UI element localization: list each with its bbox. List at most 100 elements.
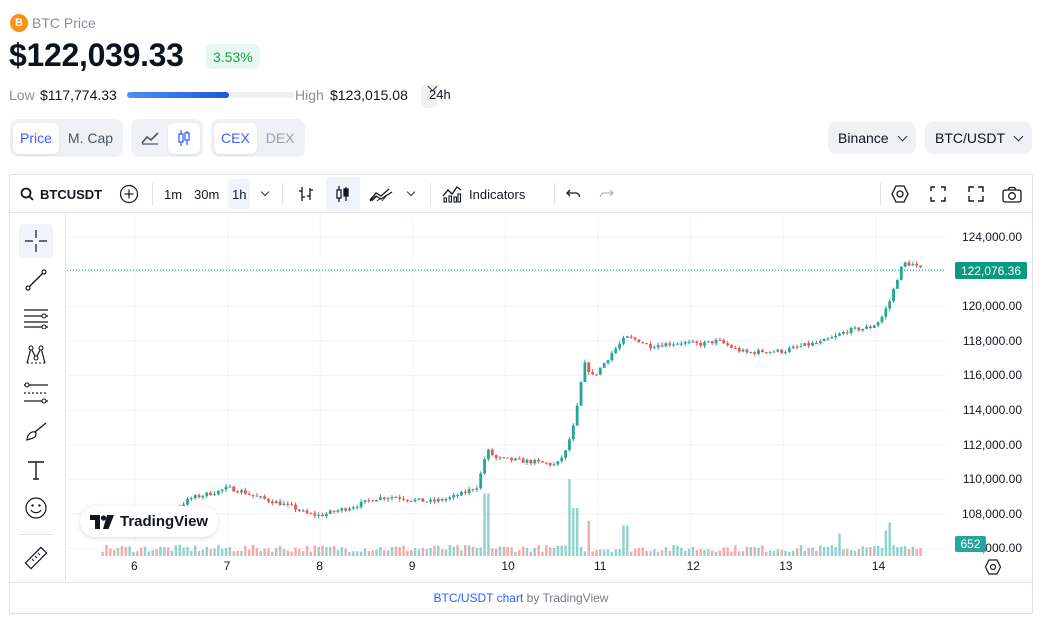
volume-bar — [178, 544, 181, 556]
volume-bar — [876, 545, 880, 556]
volume-bar — [313, 545, 316, 556]
indicators-button[interactable]: Indicators — [442, 175, 525, 213]
volume-bar — [475, 547, 479, 556]
candle-body — [224, 486, 228, 490]
chart-type-dropdown[interactable] — [404, 175, 418, 213]
candle-body — [896, 279, 899, 289]
volume-bar — [479, 547, 482, 556]
bar-style-icon[interactable] — [294, 175, 318, 213]
candle-body — [622, 337, 625, 344]
market-tabs: CEX DEX — [211, 119, 305, 157]
volume-bar — [421, 547, 425, 556]
interval-1m[interactable]: 1m — [164, 186, 183, 202]
candle-body — [625, 336, 629, 338]
volume-bar — [440, 549, 444, 556]
ruler-icon[interactable] — [19, 541, 53, 575]
volume-bar — [788, 551, 791, 556]
candle-body — [714, 339, 718, 344]
candle-body — [294, 504, 297, 510]
period-dropdown[interactable]: 24h — [421, 81, 451, 108]
volume-bar — [359, 551, 363, 556]
candle-body — [452, 495, 456, 498]
volume-bar — [186, 546, 189, 556]
candlestick-icon[interactable] — [168, 122, 200, 154]
candle-body — [548, 463, 552, 466]
candle-body — [278, 501, 282, 506]
chart-link[interactable]: BTC/USDT chart — [433, 591, 524, 605]
time-tick-label: 13 — [779, 559, 793, 573]
symbol-search[interactable]: BTCUSDT — [20, 175, 102, 213]
add-symbol-icon — [119, 184, 139, 204]
volume-bar — [869, 547, 872, 556]
pair-select[interactable]: BTC/USDT — [925, 122, 1032, 154]
line-chart-icon[interactable] — [134, 123, 166, 154]
volume-bar — [213, 548, 216, 556]
fullscreen-icon[interactable] — [926, 175, 950, 213]
expand-icon[interactable] — [964, 175, 988, 213]
volume-bar — [529, 551, 533, 556]
interval-1h[interactable]: 1h — [228, 179, 251, 209]
candle-body — [421, 498, 425, 502]
price-tick-label: 108,000.00 — [961, 506, 1022, 521]
emoji-icon[interactable] — [19, 491, 53, 525]
text-icon[interactable] — [19, 453, 53, 487]
pattern-icon[interactable] — [19, 338, 53, 372]
candle-body — [378, 497, 382, 500]
tab-price[interactable]: Price — [13, 122, 59, 154]
volume-bar — [892, 545, 895, 556]
candle-body — [903, 262, 907, 267]
undo-icon[interactable] — [562, 175, 584, 213]
chart-footer: BTC/USDT chart by TradingView — [10, 582, 1032, 613]
candle-body — [444, 498, 448, 501]
volume-bar — [275, 548, 278, 556]
settings-icon[interactable] — [888, 175, 912, 213]
chart-mode-tabs — [131, 119, 203, 157]
trend-line-icon[interactable] — [19, 263, 53, 297]
candle-body — [591, 372, 594, 375]
last-price-label: 122,076.36 — [955, 262, 1027, 279]
volume-bar — [911, 546, 915, 556]
brush-icon[interactable] — [19, 415, 53, 449]
candle-body — [564, 450, 567, 458]
volume-bar — [641, 547, 644, 556]
tradingview-logo[interactable]: TradingView — [80, 506, 219, 537]
volume-bar — [429, 548, 432, 556]
compare-button[interactable] — [117, 175, 141, 213]
tab-market-cap[interactable]: M. Cap — [67, 130, 114, 146]
volume-bar — [707, 549, 710, 556]
candle-body — [787, 348, 791, 352]
horizontal-lines-icon[interactable] — [19, 301, 53, 335]
range-bar-fill — [127, 92, 230, 98]
candle-body — [907, 262, 911, 266]
area-style-icon[interactable] — [368, 175, 394, 213]
camera-icon[interactable] — [1000, 175, 1024, 213]
redo-icon[interactable] — [596, 175, 618, 213]
candle-body — [737, 347, 741, 352]
interval-dropdown[interactable] — [258, 175, 272, 213]
candle-body — [826, 338, 830, 340]
exchange-select[interactable]: Binance — [828, 122, 916, 154]
candle-body — [865, 326, 868, 329]
candle-body — [394, 497, 398, 499]
interval-30m[interactable]: 30m — [194, 186, 220, 202]
volume-bar — [815, 551, 818, 556]
candle-body — [340, 508, 344, 511]
crosshair-icon[interactable] — [19, 224, 53, 258]
volume-bar — [745, 546, 749, 556]
axis-settings-icon[interactable] — [984, 558, 1002, 576]
candle-body — [313, 513, 317, 516]
volume-bar — [467, 545, 471, 556]
volume-bar — [163, 547, 166, 556]
price-change-badge: 3.53% — [206, 44, 260, 69]
volume-bar — [193, 545, 197, 556]
volume-bar — [190, 550, 193, 556]
volume-bar — [683, 550, 687, 556]
volume-bar — [244, 545, 247, 556]
tab-cex[interactable]: CEX — [214, 122, 257, 154]
fib-icon[interactable] — [19, 376, 53, 410]
volume-bar — [159, 546, 162, 556]
period-label: 24h — [429, 87, 451, 102]
candles-style-icon[interactable] — [326, 177, 360, 211]
tab-dex[interactable]: DEX — [265, 130, 295, 146]
candle-body — [209, 492, 213, 496]
